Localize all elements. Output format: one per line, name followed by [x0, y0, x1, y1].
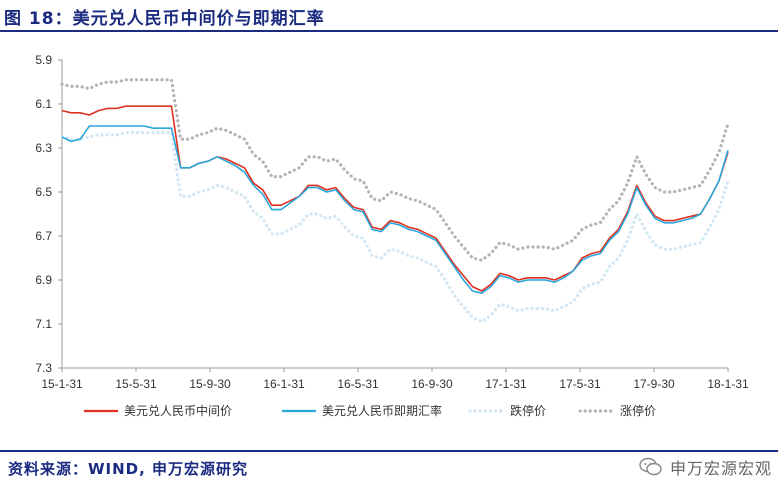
y-tick-label: 7.3	[35, 361, 52, 375]
exchange-rate-chart: 5.9 6.1 6.3 6.5 6.7 6.9 7.1 7.3 15-1-31 15-5-31 15…	[35, 53, 749, 418]
series-line-3	[60, 78, 730, 262]
legend-label: 美元兑人民币即期汇率	[322, 403, 442, 418]
x-tick-label: 16-9-30	[411, 377, 453, 391]
axes: 5.9 6.1 6.3 6.5 6.7 6.9 7.1 7.3 15-1-31 15-5-31 15…	[35, 53, 749, 391]
y-tick-label: 6.9	[35, 273, 52, 287]
x-tick-label: 16-1-31	[263, 377, 305, 391]
x-tick-label: 18-1-31	[707, 377, 749, 391]
legend: 美元兑人民币中间价 美元兑人民币即期汇率 跌停价 涨停价	[84, 403, 656, 418]
chart-title: 图 18：美元兑人民币中间价与即期汇率	[4, 9, 325, 29]
x-tick-label: 17-1-31	[485, 377, 527, 391]
y-tick-label: 6.3	[35, 141, 52, 155]
y-tick-label: 6.5	[35, 185, 52, 199]
series-line-2	[60, 130, 730, 324]
series-layer	[60, 78, 730, 324]
x-tick-label: 17-9-30	[633, 377, 675, 391]
x-tick-label: 16-5-31	[337, 377, 379, 391]
legend-label: 涨停价	[620, 403, 656, 418]
series-line-1	[61, 125, 729, 294]
title-divider	[0, 30, 778, 32]
y-tick-label: 7.1	[35, 317, 52, 331]
x-tick-label: 17-5-31	[559, 377, 601, 391]
footer-divider	[0, 450, 778, 452]
series-line-0	[61, 105, 729, 292]
x-tick-label: 15-5-31	[115, 377, 157, 391]
wechat-icon	[639, 457, 662, 476]
legend-label: 美元兑人民币中间价	[124, 403, 232, 418]
x-tick-label: 15-1-31	[41, 377, 83, 391]
x-tick-label: 15-9-30	[189, 377, 231, 391]
y-tick-label: 5.9	[35, 53, 52, 67]
y-tick-label: 6.1	[35, 97, 52, 111]
y-tick-label: 6.7	[35, 229, 52, 243]
watermark-text: 申万宏源宏观	[669, 459, 772, 478]
legend-label: 跌停价	[510, 403, 546, 418]
watermark: 申万宏源宏观	[638, 454, 772, 480]
source-note: 资料来源：WIND, 申万宏源研究	[8, 460, 249, 478]
